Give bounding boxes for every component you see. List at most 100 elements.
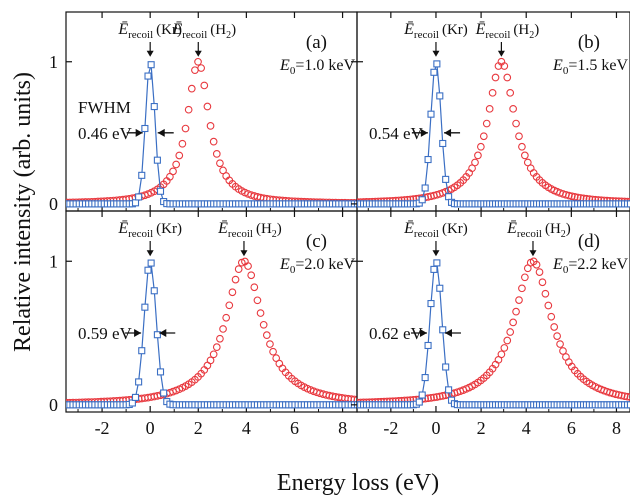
h2-point	[259, 320, 268, 329]
h2-point	[216, 159, 224, 168]
h2-point	[544, 301, 553, 310]
h2-point	[212, 150, 221, 158]
x-tick-label: -2	[383, 418, 398, 438]
x-tick-label: -2	[95, 418, 110, 438]
h2-point	[266, 340, 274, 348]
h2-point	[500, 62, 509, 70]
h2-point	[521, 151, 529, 160]
x-tick-label: 0	[146, 418, 155, 438]
kr-point	[131, 393, 140, 401]
y-tick-label: 0	[49, 395, 58, 415]
h2-point	[234, 265, 243, 273]
kr-point	[141, 303, 149, 311]
h2-point	[216, 334, 224, 343]
kr-arrow-head	[146, 250, 154, 257]
kr-point	[626, 401, 630, 409]
kr-point	[135, 193, 143, 201]
kr-point	[436, 284, 444, 292]
h2-point	[275, 359, 284, 368]
h2-point	[256, 309, 265, 317]
panel-d: -2 0 2 4 6 8 Ērecoil (Kr) Ērecoil (H2) (d) E0=2.2 k…	[351, 210, 630, 438]
fwhm-arrow-right-head	[159, 329, 167, 338]
kr-point	[156, 187, 165, 195]
fwhm-value: 0.62 eV	[369, 324, 424, 343]
h2-point	[175, 151, 184, 160]
data-layer	[66, 57, 357, 208]
kr-point	[424, 155, 432, 164]
fwhm-arrow-right-head	[157, 128, 165, 137]
energy-label: E0=1.0 keV	[279, 57, 355, 77]
y-tick-label: 1	[49, 52, 58, 72]
h2-point	[219, 166, 227, 175]
kr-peak-label: Ērecoil (Kr)	[403, 21, 468, 41]
y-axis-label: Relative intensity (arb. units)	[10, 72, 36, 352]
fwhm-arrow-right-head	[444, 128, 452, 137]
h2-point	[532, 260, 541, 269]
energy-label: E0=2.0 keV	[279, 256, 355, 276]
h2-point	[509, 104, 517, 113]
h2-point	[231, 275, 240, 284]
h2-peak-label: Ērecoil (H2)	[171, 21, 236, 41]
h2-point	[212, 343, 221, 352]
kr-point	[135, 378, 143, 386]
kr-point	[421, 184, 429, 192]
h2-point	[178, 139, 187, 148]
kr-point	[138, 347, 146, 355]
h2-point	[515, 296, 523, 304]
x-tick-label: 6	[290, 418, 299, 438]
kr-point	[433, 60, 441, 68]
fwhm-value: 0.46 eV	[78, 124, 133, 143]
h2-point	[617, 391, 626, 400]
data-layer	[357, 57, 630, 208]
h2-point	[228, 288, 237, 297]
kr-point	[147, 61, 155, 69]
h2-point	[203, 102, 212, 111]
kr-peak-label: Ērecoil (Kr)	[117, 21, 182, 41]
h2-point	[559, 347, 567, 355]
kr-point	[131, 199, 140, 207]
fwhm-arrow-left-head	[420, 128, 428, 137]
kr-point	[418, 391, 426, 399]
kr-point	[433, 259, 441, 267]
kr-point	[138, 171, 146, 179]
h2-point	[225, 301, 234, 310]
kr-point	[626, 200, 630, 208]
h2-point	[479, 132, 488, 141]
h2-point	[538, 278, 547, 287]
kr-point	[427, 300, 435, 308]
h2-point	[427, 394, 435, 402]
kr-point	[424, 341, 432, 350]
h2-peak-label: Ērecoil (H2)	[506, 220, 571, 240]
kr-peak-label: Ērecoil (Kr)	[117, 220, 182, 240]
data-layer	[66, 257, 357, 409]
panel-letter: (d)	[578, 231, 600, 252]
h2-point	[477, 142, 485, 151]
fwhm-title: FWHM	[78, 98, 131, 117]
energy-label: E0=2.2 keV	[552, 256, 628, 276]
kr-point	[160, 389, 168, 397]
kr-point	[147, 259, 155, 267]
h2-point	[191, 66, 199, 75]
h2-point	[541, 289, 550, 298]
h2-point	[626, 393, 630, 402]
kr-arrow-head	[432, 250, 440, 257]
h2-point	[506, 88, 515, 97]
kr-point	[156, 368, 165, 376]
h2-point	[509, 318, 517, 327]
h2-point	[184, 105, 193, 114]
panel-c: -2 0 2 4 6 8 0 1 Ērecoil (Kr) Ērecoil (H2) (c) E0=2.0…	[49, 210, 358, 438]
h2-point	[547, 312, 556, 321]
h2-peak-label: Ērecoil (H2)	[475, 21, 540, 41]
h2-point	[512, 119, 520, 128]
kr-point	[150, 103, 158, 111]
h2-point	[488, 88, 497, 97]
h2-point	[556, 340, 564, 348]
h2-arrow-head	[240, 250, 248, 257]
panel-letter: (b)	[578, 32, 600, 53]
h2-point	[219, 325, 227, 333]
h2-point	[262, 331, 271, 339]
h2-point	[181, 124, 190, 133]
h2-point	[553, 332, 561, 340]
h2-point	[485, 104, 494, 113]
